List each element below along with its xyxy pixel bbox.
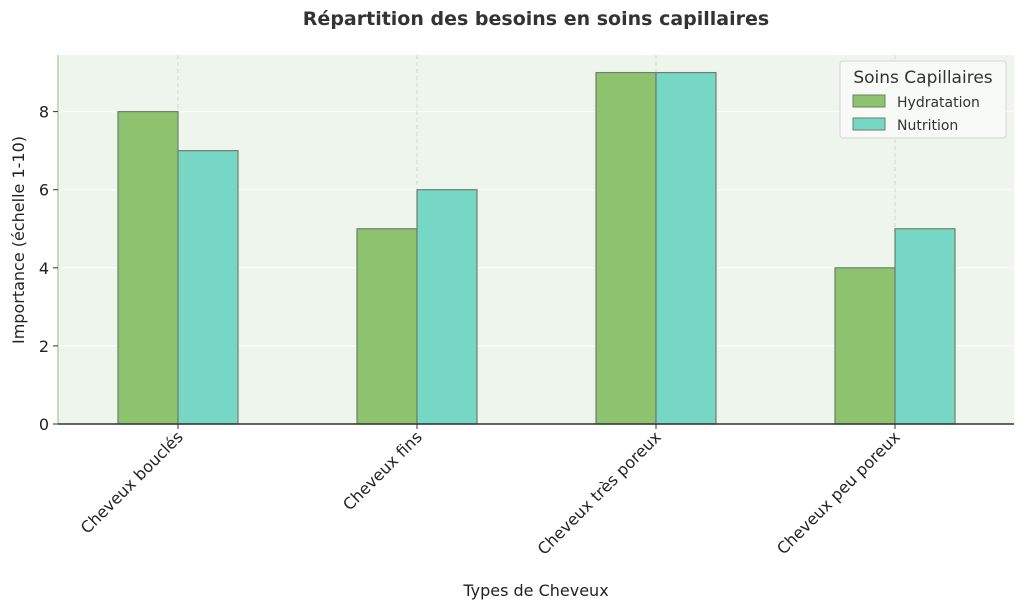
chart-title: Répartition des besoins en soins capilla…: [303, 8, 769, 30]
bars: [117, 71, 956, 425]
bar-nutrition-cheveux-peu-poreux: [894, 228, 956, 425]
bar-hydratation-cheveux-peu-poreux: [834, 267, 896, 425]
x-tick-label-cheveux-peu-poreux: Cheveux peu poreux: [773, 427, 904, 558]
bar-hydratation-cheveux-boucles: [117, 111, 179, 425]
legend-title: Soins Capillaires: [853, 68, 992, 88]
y-axis-label: Importance (échelle 1-10): [9, 136, 28, 344]
bar-hydratation-cheveux-tres-poreux: [595, 71, 657, 425]
bar-nutrition-cheveux-tres-poreux: [655, 71, 717, 425]
y-tick-label: 2: [39, 337, 49, 356]
y-tick-label: 4: [39, 259, 49, 278]
x-axis-label: Types de Cheveux: [462, 581, 608, 600]
legend-label-nutrition: Nutrition: [897, 118, 958, 134]
legend-swatch-nutrition: [852, 117, 886, 131]
y-tick-label: 0: [39, 415, 49, 434]
x-tick-label-cheveux-boucles: Cheveux bouclés: [77, 427, 187, 537]
x-tick-label-cheveux-fins: Cheveux fins: [339, 427, 426, 514]
bar-nutrition-cheveux-fins: [416, 189, 478, 425]
legend-swatch-hydratation: [852, 94, 886, 108]
x-ticks: Cheveux bouclés Cheveux fins Cheveux très …: [77, 424, 904, 559]
y-ticks: 0 2 4 6 8: [39, 103, 58, 434]
legend: Soins Capillaires Hydratation Nutrition: [839, 60, 1007, 139]
y-tick-label: 8: [39, 103, 49, 122]
legend-label-hydratation: Hydratation: [897, 95, 980, 111]
x-tick-label-cheveux-tres-poreux: Cheveux très poreux: [534, 427, 665, 558]
y-tick-label: 6: [39, 181, 49, 200]
bar-nutrition-cheveux-boucles: [177, 150, 239, 425]
bar-hydratation-cheveux-fins: [356, 228, 418, 425]
